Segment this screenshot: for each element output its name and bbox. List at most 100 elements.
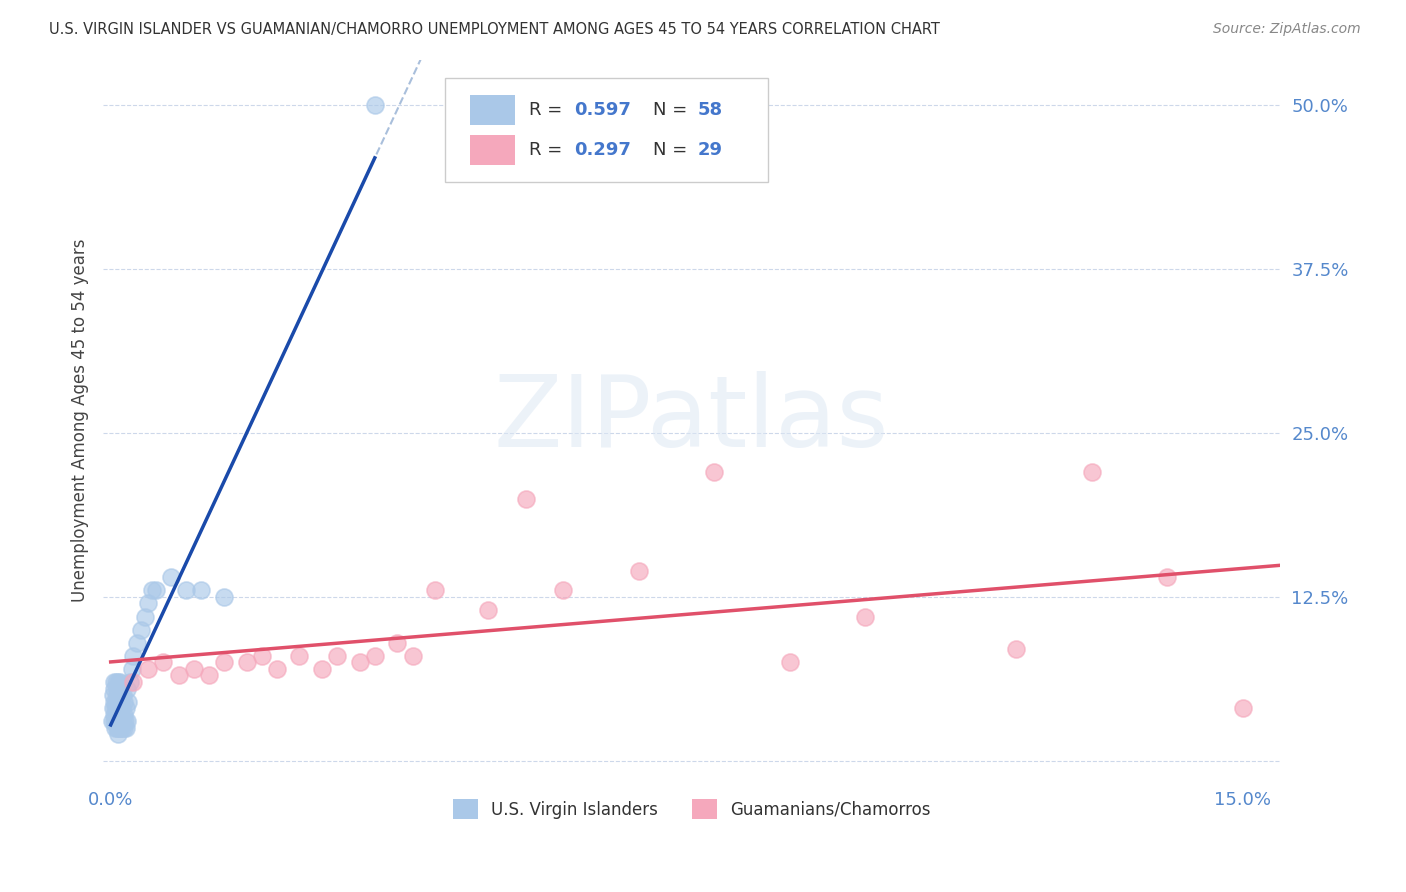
Point bbox=[114, 721, 136, 735]
Point bbox=[108, 714, 131, 729]
Point bbox=[107, 675, 129, 690]
Point bbox=[114, 701, 136, 715]
Point bbox=[101, 714, 124, 729]
Text: N =: N = bbox=[652, 141, 693, 159]
Point bbox=[401, 648, 423, 663]
Point bbox=[107, 707, 129, 722]
Text: R =: R = bbox=[529, 141, 568, 159]
Point bbox=[108, 721, 131, 735]
Point bbox=[117, 714, 139, 729]
Point bbox=[288, 648, 311, 663]
Point bbox=[190, 583, 212, 598]
Point bbox=[553, 583, 575, 598]
Point bbox=[103, 675, 125, 690]
Point bbox=[121, 662, 143, 676]
Point bbox=[235, 656, 257, 670]
Point bbox=[779, 656, 801, 670]
Point bbox=[107, 727, 129, 741]
Point bbox=[364, 98, 387, 112]
Point bbox=[107, 688, 129, 702]
Point bbox=[1080, 466, 1102, 480]
Point bbox=[515, 491, 537, 506]
Point bbox=[129, 623, 152, 637]
Point bbox=[425, 583, 447, 598]
Point bbox=[311, 662, 333, 676]
Point bbox=[115, 681, 138, 696]
Point bbox=[853, 609, 876, 624]
Point bbox=[174, 583, 197, 598]
Point bbox=[152, 656, 174, 670]
Point bbox=[477, 603, 499, 617]
Point bbox=[387, 636, 409, 650]
Point bbox=[112, 695, 135, 709]
Point bbox=[127, 636, 149, 650]
Point bbox=[117, 695, 139, 709]
Text: 0.297: 0.297 bbox=[574, 141, 631, 159]
Point bbox=[212, 590, 235, 604]
Point bbox=[108, 701, 131, 715]
Point bbox=[104, 701, 127, 715]
Point bbox=[114, 714, 136, 729]
Point bbox=[108, 675, 131, 690]
Text: 58: 58 bbox=[697, 101, 723, 119]
Point bbox=[138, 662, 160, 676]
Point bbox=[212, 656, 235, 670]
Point bbox=[118, 675, 141, 690]
Point bbox=[105, 721, 128, 735]
Point bbox=[105, 701, 128, 715]
Text: 29: 29 bbox=[697, 141, 723, 159]
Point bbox=[110, 688, 132, 702]
Y-axis label: Unemployment Among Ages 45 to 54 years: Unemployment Among Ages 45 to 54 years bbox=[72, 238, 89, 602]
Point bbox=[110, 714, 132, 729]
Point bbox=[1005, 642, 1028, 657]
FancyBboxPatch shape bbox=[444, 78, 768, 182]
Point bbox=[145, 583, 167, 598]
Point bbox=[108, 695, 131, 709]
Point bbox=[167, 668, 190, 682]
Text: ZIPatlas: ZIPatlas bbox=[494, 371, 890, 468]
Point bbox=[111, 688, 134, 702]
Point bbox=[103, 707, 125, 722]
Point bbox=[104, 721, 127, 735]
Point bbox=[349, 656, 371, 670]
Point bbox=[1232, 701, 1254, 715]
Point bbox=[111, 701, 134, 715]
Point bbox=[122, 675, 145, 690]
Point bbox=[266, 662, 288, 676]
Point bbox=[101, 688, 124, 702]
Point bbox=[122, 648, 145, 663]
Point bbox=[364, 648, 387, 663]
FancyBboxPatch shape bbox=[471, 135, 515, 165]
Point bbox=[103, 695, 125, 709]
Point bbox=[103, 714, 125, 729]
Point bbox=[103, 681, 125, 696]
Point bbox=[110, 721, 132, 735]
Point bbox=[703, 466, 725, 480]
Point bbox=[101, 701, 124, 715]
Point bbox=[104, 695, 127, 709]
Point bbox=[112, 707, 135, 722]
Text: Source: ZipAtlas.com: Source: ZipAtlas.com bbox=[1213, 22, 1361, 37]
Text: 0.597: 0.597 bbox=[574, 101, 631, 119]
Point bbox=[107, 714, 129, 729]
Point bbox=[134, 609, 156, 624]
Point bbox=[104, 675, 127, 690]
Point bbox=[160, 570, 183, 584]
Point bbox=[104, 714, 127, 729]
Text: R =: R = bbox=[529, 101, 568, 119]
Text: U.S. VIRGIN ISLANDER VS GUAMANIAN/CHAMORRO UNEMPLOYMENT AMONG AGES 45 TO 54 YEAR: U.S. VIRGIN ISLANDER VS GUAMANIAN/CHAMOR… bbox=[49, 22, 941, 37]
Point bbox=[111, 714, 134, 729]
Legend: U.S. Virgin Islanders, Guamanians/Chamorros: U.S. Virgin Islanders, Guamanians/Chamor… bbox=[446, 792, 936, 826]
Point bbox=[326, 648, 349, 663]
Text: N =: N = bbox=[652, 101, 693, 119]
Point bbox=[141, 583, 163, 598]
Point bbox=[250, 648, 273, 663]
Point bbox=[138, 596, 160, 610]
Point bbox=[105, 681, 128, 696]
FancyBboxPatch shape bbox=[471, 95, 515, 125]
Point bbox=[1156, 570, 1178, 584]
Point bbox=[112, 721, 135, 735]
Point bbox=[107, 695, 129, 709]
Point bbox=[627, 564, 650, 578]
Point bbox=[110, 701, 132, 715]
